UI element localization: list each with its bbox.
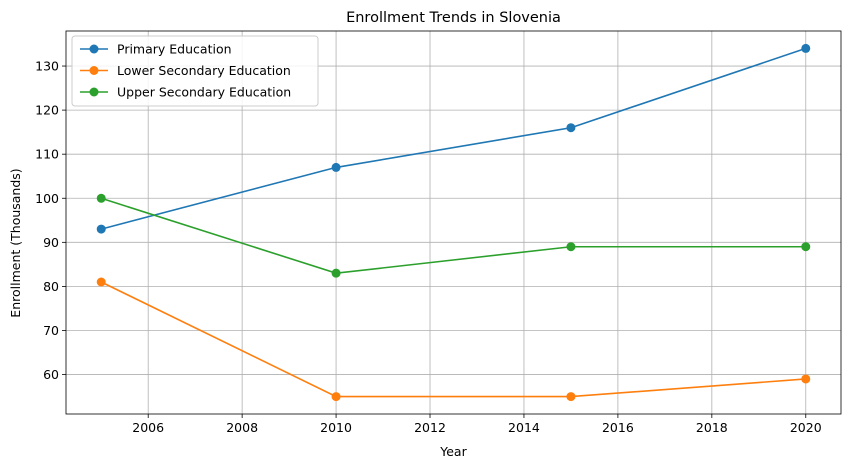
data-point	[96, 224, 106, 234]
legend-item: Upper Secondary Education	[80, 85, 291, 100]
x-tick-label: 2020	[790, 420, 822, 435]
series-2	[96, 277, 811, 402]
y-tick-label: 60	[43, 367, 59, 382]
legend-item: Primary Education	[80, 42, 232, 57]
y-tick-label: 110	[35, 147, 59, 162]
x-tick-label: 2010	[320, 420, 352, 435]
series-3	[96, 193, 811, 278]
x-tick-label: 2008	[226, 420, 258, 435]
series-line	[100, 197, 806, 274]
legend-label: Upper Secondary Education	[117, 85, 291, 100]
series-1	[96, 43, 811, 234]
data-point	[331, 392, 341, 402]
chart-title: Enrollment Trends in Slovenia	[346, 10, 561, 26]
y-axis-label: Enrollment (Thousands)	[8, 168, 23, 317]
series-line	[100, 281, 806, 398]
legend-marker	[89, 66, 99, 75]
data-point	[96, 277, 106, 287]
x-tick-label: 2018	[696, 420, 728, 435]
plot-frame	[65, 30, 842, 415]
legend: Primary Education Lower Secondary Educati…	[71, 35, 319, 107]
legend-label: Primary Education	[117, 42, 232, 57]
data-point	[566, 123, 576, 133]
x-tick-label: 2006	[132, 420, 164, 435]
y-tick-label: 80	[43, 279, 59, 294]
plot-series	[96, 43, 811, 402]
y-tick-label: 100	[35, 191, 59, 206]
data-point	[801, 374, 811, 384]
data-point	[801, 43, 811, 53]
data-point	[801, 242, 811, 252]
y-tick-label: 70	[43, 323, 59, 338]
x-tick-label: 2014	[508, 420, 540, 435]
legend-label: Lower Secondary Education	[117, 63, 291, 78]
y-tick-label: 120	[35, 103, 59, 118]
x-tick-label: 2016	[602, 420, 634, 435]
data-point	[566, 242, 576, 252]
data-point	[96, 193, 106, 203]
legend-item: Lower Secondary Education	[80, 63, 291, 78]
grid-lines	[66, 31, 841, 414]
y-tick-label: 90	[43, 235, 59, 250]
x-tick-label: 2012	[414, 420, 446, 435]
data-point	[331, 162, 341, 172]
legend-marker	[89, 87, 99, 97]
data-point	[331, 268, 341, 278]
legend-box	[71, 35, 319, 107]
data-point	[566, 392, 576, 402]
y-tick-label: 130	[35, 59, 59, 74]
axis-ticks: 2006 2008 2010 2012 2014 2016 2018 2020 60 70 80 90…	[35, 59, 822, 435]
x-axis-label: Year	[439, 444, 467, 459]
legend-marker	[89, 44, 99, 54]
series-line	[101, 47, 807, 230]
